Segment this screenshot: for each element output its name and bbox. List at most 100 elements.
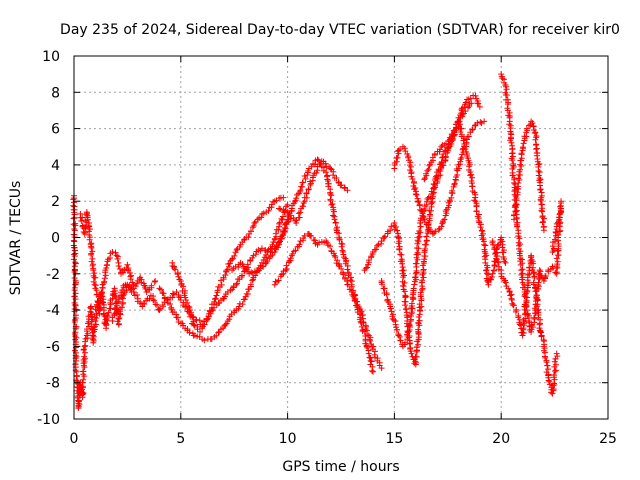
data-point (531, 315, 538, 322)
data-point (262, 252, 269, 259)
data-point (81, 353, 88, 360)
data-point (71, 308, 78, 315)
data-point (539, 214, 546, 221)
data-point (248, 269, 255, 276)
data-point (444, 146, 451, 153)
data-point (111, 306, 118, 313)
data-point (367, 337, 374, 344)
data-point (223, 320, 230, 327)
series-track (489, 238, 561, 397)
data-point (422, 175, 429, 182)
data-point (104, 312, 111, 319)
data-point (545, 267, 552, 274)
data-point (146, 295, 153, 302)
data-point (247, 281, 254, 288)
data-point (462, 146, 469, 153)
data-point (101, 278, 108, 285)
data-point (457, 156, 464, 163)
data-point (532, 129, 539, 136)
data-point (439, 217, 446, 224)
data-point (332, 219, 339, 226)
data-point (536, 267, 543, 274)
data-point (402, 306, 409, 313)
data-point (524, 271, 531, 278)
data-point (111, 291, 118, 298)
data-point (394, 227, 401, 234)
data-point (130, 288, 137, 295)
data-point (112, 305, 119, 312)
data-point (118, 304, 125, 311)
data-point (226, 260, 233, 267)
data-point (90, 278, 97, 285)
data-point (84, 330, 91, 337)
data-point (512, 308, 519, 315)
data-point (417, 219, 424, 226)
data-point (316, 239, 323, 246)
data-point (391, 219, 398, 226)
data-point (432, 228, 439, 235)
data-point (400, 267, 407, 274)
data-point (542, 274, 549, 281)
data-point (517, 261, 524, 268)
data-point (518, 271, 525, 278)
series-track (156, 201, 291, 344)
data-point (374, 242, 381, 249)
data-point (201, 337, 208, 344)
data-point (481, 118, 488, 125)
data-point (491, 246, 498, 253)
data-point (476, 103, 483, 110)
data-point (460, 137, 467, 144)
data-point (552, 269, 559, 276)
data-point (326, 164, 333, 171)
data-point (127, 276, 134, 283)
data-point (439, 162, 446, 169)
data-point (324, 176, 331, 183)
data-point (177, 278, 184, 285)
data-point (540, 278, 547, 285)
data-point (446, 134, 453, 141)
data-point (518, 276, 525, 283)
data-point (243, 266, 250, 273)
data-point (413, 344, 420, 351)
data-point (281, 224, 288, 231)
data-point (412, 353, 419, 360)
data-point (401, 288, 408, 295)
data-point (102, 272, 109, 279)
data-point (451, 127, 458, 134)
data-point (490, 267, 497, 274)
data-point (441, 216, 448, 223)
data-point (91, 281, 98, 288)
data-point (251, 220, 258, 227)
data-point (269, 241, 276, 248)
data-point (215, 329, 222, 336)
data-point (416, 233, 423, 240)
data-point (551, 236, 558, 243)
data-point (498, 71, 505, 78)
data-point (469, 174, 476, 181)
data-point (134, 291, 141, 298)
data-point (494, 242, 501, 249)
data-point (552, 367, 559, 374)
y-tick-label: -4 (46, 303, 60, 319)
data-point (407, 348, 414, 355)
data-point (387, 305, 394, 312)
data-point (101, 275, 108, 282)
data-point (251, 268, 258, 275)
data-point (392, 321, 399, 328)
data-point (239, 301, 246, 308)
data-point (188, 309, 195, 316)
data-point (72, 250, 79, 257)
data-point (425, 224, 432, 231)
data-point (90, 333, 97, 340)
data-point (86, 236, 93, 243)
data-point (226, 263, 233, 270)
data-point (308, 233, 315, 240)
data-point (506, 121, 513, 128)
data-point (275, 277, 282, 284)
data-point (88, 313, 95, 320)
data-point (369, 343, 376, 350)
data-point (468, 100, 475, 107)
data-point (214, 287, 221, 294)
data-point (475, 218, 482, 225)
y-tick-label: 8 (51, 85, 60, 101)
